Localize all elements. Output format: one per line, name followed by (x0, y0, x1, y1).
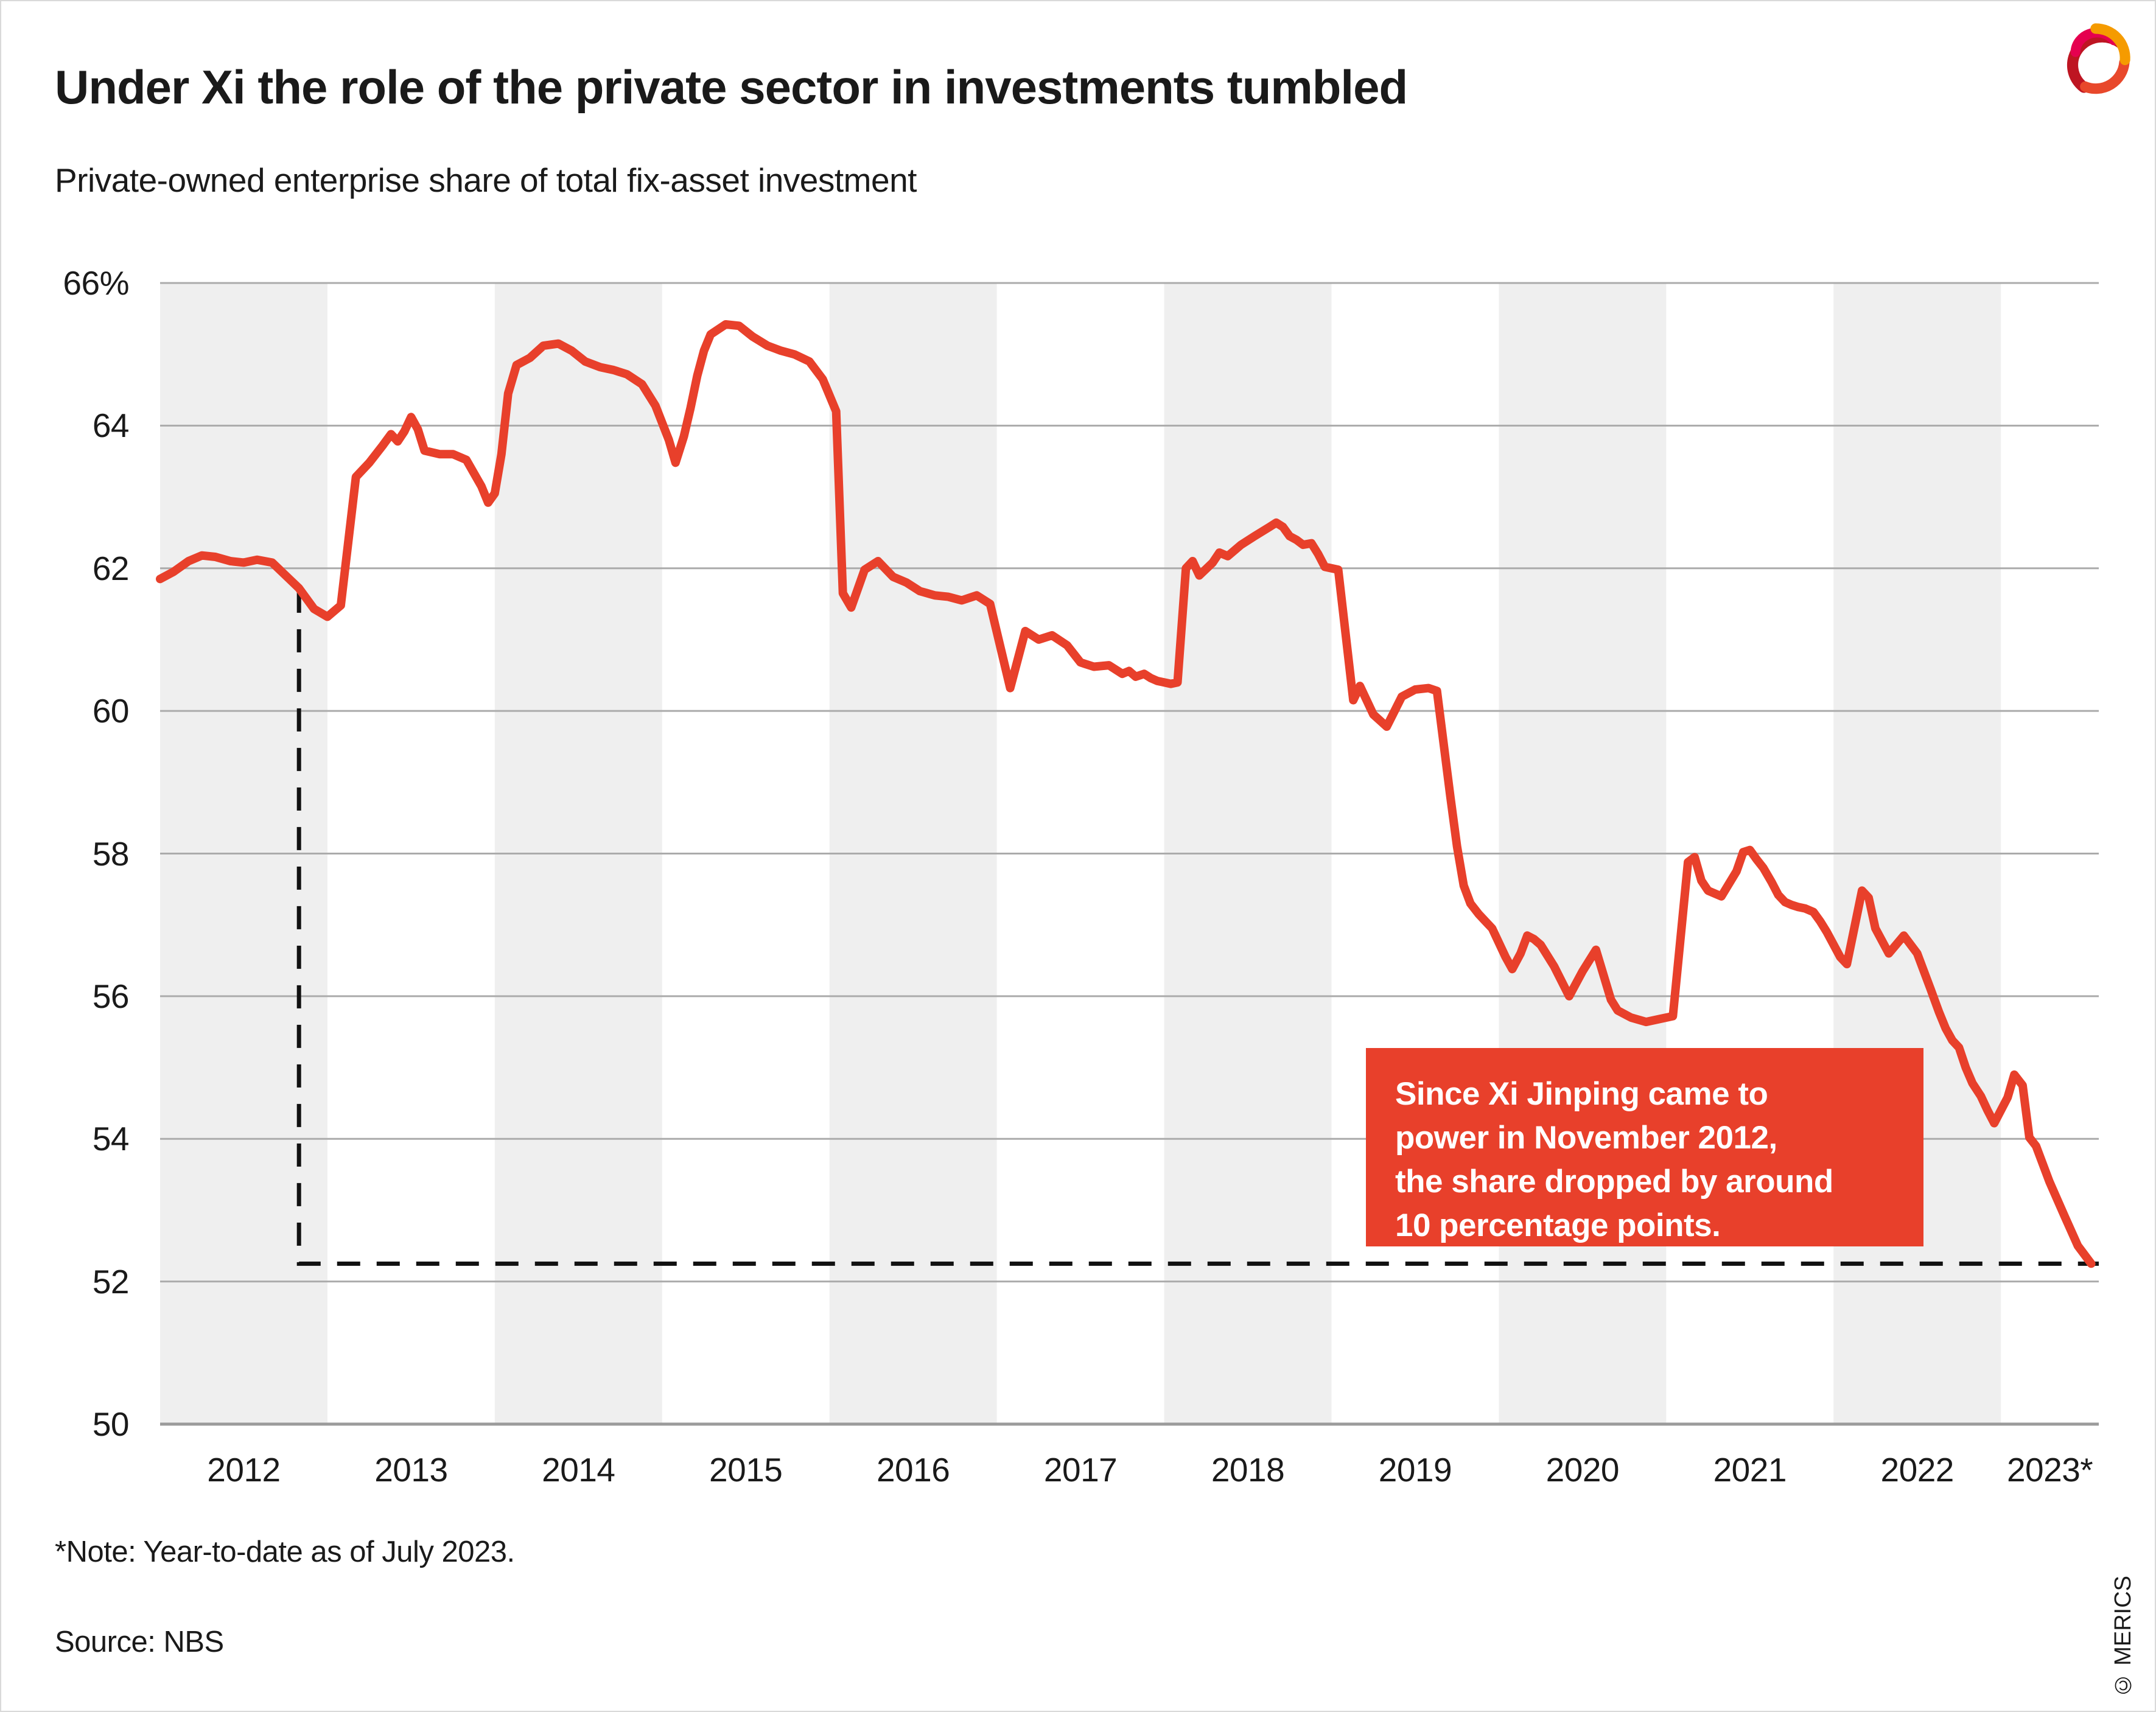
x-axis-tick-label: 2012 (207, 1451, 281, 1489)
chart-title: Under Xi the role of the private sector … (55, 60, 1408, 114)
y-axis-tick-label: 60 (92, 692, 130, 730)
annotation-line: power in November 2012, (1395, 1120, 1777, 1156)
annotation-line: the share dropped by around (1395, 1164, 1833, 1200)
x-axis-tick-label: 2018 (1211, 1451, 1285, 1489)
x-axis-tick-label: 2021 (1713, 1451, 1787, 1489)
y-axis-tick-label: 64 (92, 407, 130, 445)
annotation-callout: Since Xi Jinping came to power in Novemb… (1366, 1048, 1923, 1246)
y-axis-tick-label: 62 (92, 549, 130, 587)
y-axis-tick-label: 54 (92, 1120, 130, 1158)
footnote: *Note: Year-to-date as of July 2023. (55, 1536, 515, 1568)
x-axis-tick-label: 2023* (2006, 1451, 2093, 1489)
x-axis-tick-label: 2017 (1043, 1451, 1118, 1489)
copyright-label: © MERICS (2110, 1575, 2136, 1697)
x-axis-tick-label: 2020 (1545, 1451, 1620, 1489)
x-axis-tick-label: 2016 (876, 1451, 950, 1489)
y-axis-tick-label: 58 (92, 834, 130, 873)
annotation-line: Since Xi Jinping came to (1395, 1076, 1768, 1112)
x-axis-tick-label: 2015 (709, 1451, 783, 1489)
x-axis-tick-label: 2019 (1378, 1451, 1452, 1489)
annotation-line: 10 percentage points. (1395, 1207, 1721, 1243)
x-axis-tick-label: 2022 (1880, 1451, 1955, 1489)
x-axis-tick-label: 2014 (542, 1451, 615, 1489)
chart-subtitle: Private-owned enterprise share of total … (55, 161, 917, 199)
y-axis-tick-label: 66% (63, 264, 129, 302)
drop-dashed-line (296, 589, 2099, 1266)
y-axis-tick-label: 50 (92, 1405, 130, 1443)
y-axis-tick-label: 52 (92, 1262, 130, 1301)
x-axis-tick-label: 2013 (374, 1451, 448, 1489)
data-line (156, 320, 2096, 1268)
merics-logo-icon (2067, 23, 2130, 94)
source-label: Source: NBS (55, 1626, 224, 1658)
y-axis-tick-label: 56 (92, 977, 130, 1015)
